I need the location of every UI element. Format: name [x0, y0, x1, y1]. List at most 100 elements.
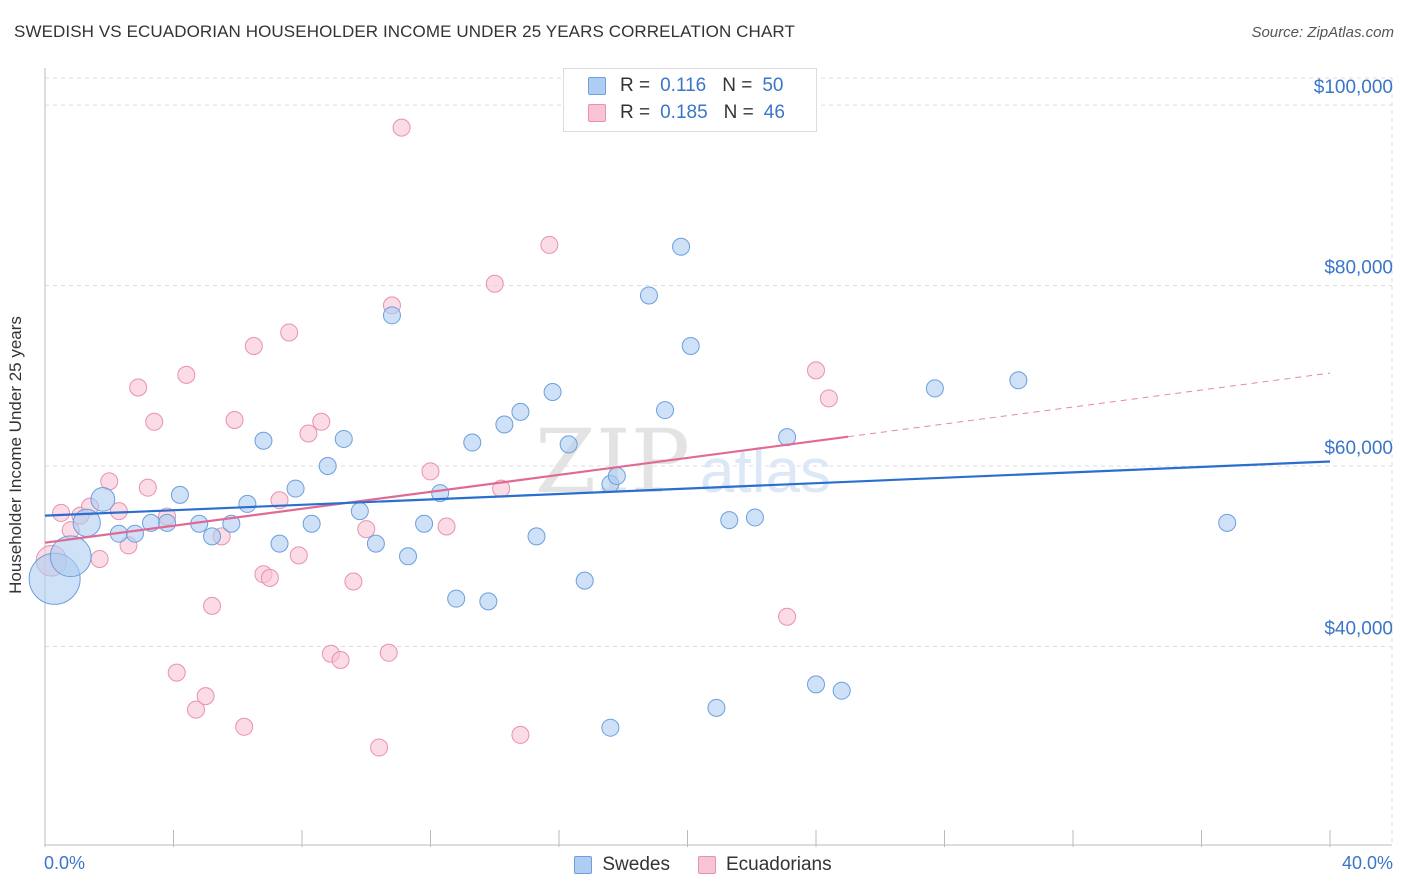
stats-legend: R = 0.116 N = 50 R = 0.185 N = 46 — [563, 68, 817, 132]
y-tick-label: $80,000 — [1324, 258, 1393, 279]
ecuadorians-point — [392, 118, 411, 137]
swedes-point — [607, 466, 626, 485]
ecuadorians-point — [244, 336, 263, 355]
ecuadorians-point — [138, 478, 157, 497]
swedes-point — [832, 681, 851, 700]
ecuadorians-point — [235, 717, 254, 736]
swedes-n-label: N = — [722, 75, 753, 96]
swedes-r-value: 0.116 — [660, 75, 707, 96]
swedes-point — [203, 527, 222, 546]
ecuadorians-legend-swatch — [697, 856, 716, 874]
swedes-point — [559, 435, 578, 454]
ecuadorians-point — [819, 389, 838, 408]
swedes-point — [431, 484, 450, 503]
ecuadorians-point — [437, 517, 456, 536]
swedes-point — [511, 402, 530, 421]
swedes-point — [672, 237, 691, 256]
ecuadorians-point — [807, 361, 825, 380]
swedes-point — [334, 429, 353, 448]
watermark: ZIP atlas — [535, 410, 831, 513]
swedes-legend-label: Swedes — [602, 854, 670, 875]
swedes-point — [745, 508, 764, 527]
swedes-point — [158, 513, 177, 532]
ecuadorians-point — [540, 235, 559, 254]
ecuadorians-point — [203, 596, 222, 615]
ecuadorians-point — [145, 412, 164, 431]
ecuadorians-point — [485, 274, 504, 293]
swedes-swatch — [588, 77, 606, 95]
ecuadorians-point — [90, 549, 109, 568]
swedes-point — [350, 502, 369, 521]
y-axis-label: Householder Income Under 25 years — [6, 316, 25, 594]
swedes-r-label: R = — [620, 75, 651, 96]
ecuadorians-point — [357, 520, 376, 539]
legend-item-ecuadorians[interactable]: Ecuadorians — [697, 854, 832, 876]
legend-row-swedes: R = 0.116 N = 50 — [588, 73, 784, 99]
ecuadorians-point — [379, 643, 398, 662]
ecuadorians-point — [167, 663, 186, 682]
swedes-point — [681, 336, 700, 355]
ecuadorians-point — [196, 687, 215, 706]
ecuadorians-point — [344, 572, 363, 591]
ecuadorians-n-value: 46 — [763, 102, 785, 123]
series-legend: Swedes Ecuadorians — [0, 852, 1406, 878]
swedes-point — [925, 379, 944, 398]
swedes-point — [170, 485, 189, 504]
ecuadorians-point — [421, 462, 440, 481]
swedes-point — [125, 524, 144, 543]
swedes-legend-swatch — [574, 856, 593, 874]
swedes-point — [656, 401, 675, 420]
swedes-point — [302, 514, 321, 533]
swedes-point — [1009, 371, 1028, 390]
trend-lines — [44, 372, 1331, 544]
legend-item-swedes[interactable]: Swedes — [574, 854, 670, 876]
ecuadorians-point — [186, 700, 205, 719]
source-credit: Source: ZipAtlas.com — [1251, 24, 1394, 41]
swedes-point — [495, 415, 514, 434]
swedes-point — [527, 527, 546, 546]
ecuadorians-point — [331, 651, 350, 670]
ecuadorians-point — [177, 365, 196, 384]
swedes-point — [254, 431, 273, 450]
ecuadorians-point — [260, 568, 279, 587]
ecuadorians-point — [129, 378, 148, 397]
swedes-point — [318, 457, 337, 476]
ecuadorians-point — [280, 323, 299, 342]
swedes-point — [807, 675, 825, 694]
axes-layer — [44, 68, 1392, 847]
ecuadorians-point — [511, 725, 530, 744]
swedes-point — [1218, 513, 1237, 532]
legend-row-ecuadorians: R = 0.185 N = 46 — [588, 100, 785, 126]
swedes-point — [463, 433, 482, 452]
x-tick-label-min: 0.0% — [44, 853, 85, 873]
swedes-point — [270, 534, 289, 553]
ecuadorians-trend-dashed — [848, 372, 1331, 438]
ecuadorians-trend-solid — [44, 435, 849, 544]
ecuadorians-swatch — [588, 104, 606, 122]
x-tick-label-max: 40.0% — [1342, 853, 1393, 873]
y-tick-label: $60,000 — [1324, 438, 1393, 459]
tick-labels: $40,000 $60,000 $80,000 $100,000 0.0% 40.0% — [44, 77, 1393, 873]
swedes-point — [366, 534, 385, 553]
swedes-point — [479, 592, 498, 611]
swedes-point — [720, 511, 739, 530]
swedes-n-value: 50 — [762, 75, 784, 96]
ecuadorians-point — [370, 738, 389, 757]
y-tick-label: $40,000 — [1324, 618, 1393, 639]
ecuadorians-r-label: R = — [620, 102, 651, 123]
ecuadorians-point — [778, 607, 797, 626]
swedes-point — [238, 494, 257, 513]
swedes-point — [399, 547, 418, 566]
ecuadorians-point — [289, 546, 308, 565]
ecuadorians-point — [299, 424, 318, 443]
swedes-point — [382, 306, 401, 325]
swedes-point — [601, 718, 620, 737]
swedes-point — [447, 589, 466, 608]
ecuadorians-n-label: N = — [723, 102, 754, 123]
swedes-point — [415, 514, 434, 533]
ecuadorians-legend-label: Ecuadorians — [725, 854, 832, 875]
ecuadorians-r-value: 0.185 — [660, 102, 708, 123]
swedes-point — [543, 383, 562, 402]
swedes-point — [639, 286, 658, 305]
